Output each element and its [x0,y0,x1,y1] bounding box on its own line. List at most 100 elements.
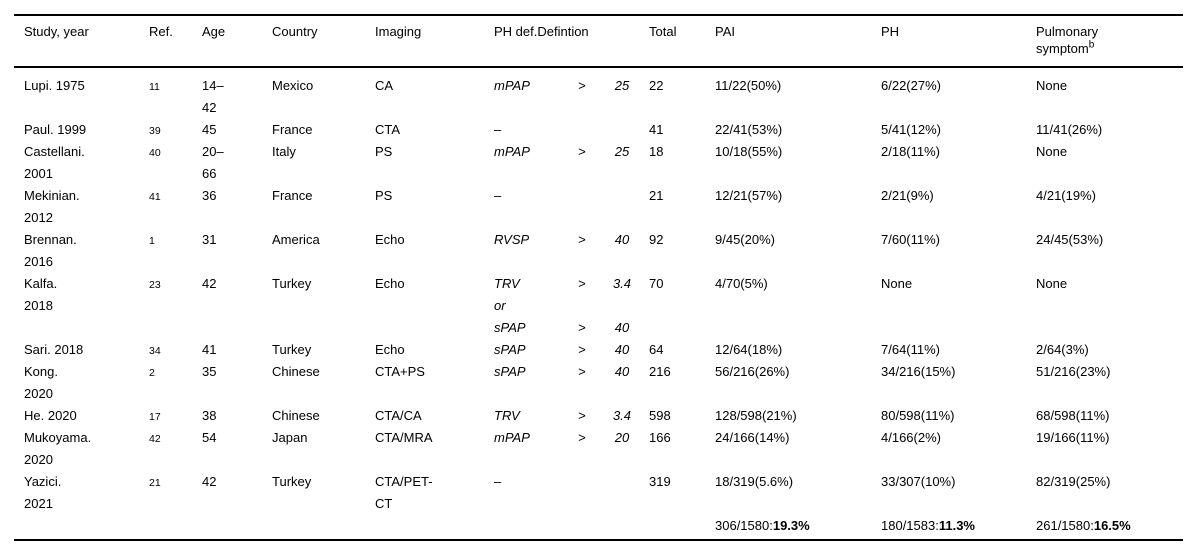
cell-ref: 23 [149,273,202,339]
cell-study: Lupi. 1975 [14,67,149,119]
cell-line: 82/319(25%) [1036,474,1111,489]
col-header-ph-definition: PH def.Defintion [494,15,649,68]
cell-line: 7/60(11%) [881,232,941,247]
cell-pai: 4/70(5%) [715,273,881,339]
table-row: He. 2020 17 38 Chinese CTA/CA TRV >3.4 598 128/5… [14,405,1183,427]
cell-imaging: PS [375,185,494,229]
def-line: or [494,298,506,313]
table-header: Study, year Ref. Age Country Imaging PH … [14,15,1183,68]
cell-imaging: Echo [375,339,494,361]
cell-country: Turkey [272,273,375,339]
cell-line: Chinese [272,364,320,379]
def-line: – [494,188,502,203]
table-row: Lupi. 1975 11 14– 42 Mexico CA mPAP >25 22 11/22(… [14,67,1183,119]
cell-country-empty [272,515,375,540]
def-line: mPAP >25 [494,141,636,163]
cell-ref: 2 [149,361,202,405]
cell-line: Japan [272,430,308,445]
cell-line: CTA+PS [375,364,425,379]
def-term: TRV [494,276,520,291]
cell-imaging: CTA/MRA [375,427,494,471]
cell-line: 31 [202,232,217,247]
cell-pai: 11/22(50%) [715,67,881,119]
cell-symptom: 4/21(19%) [1036,185,1183,229]
cell-line: Echo [375,276,405,291]
def-line: sPAP >40 [494,317,636,339]
cell-line: 41 [649,122,664,137]
cell-pai: 18/319(5.6%) [715,471,881,515]
cell-ref: 39 [149,119,202,141]
ref-superscript: 11 [149,81,160,93]
cell-age: 14– 42 [202,67,272,119]
ref-superscript: 23 [149,279,161,291]
cell-line: 42 [202,100,217,115]
cell-ph-definition: – [494,185,649,229]
cell-line: Echo [375,232,405,247]
def-value: 20 [614,430,630,445]
cell-ph-definition: mPAP >20 [494,427,649,471]
cell-line: 56/216(26%) [715,364,790,379]
cell-ref: 42 [149,427,202,471]
cell-line: 33/307(10%) [881,474,956,489]
cell-line: America [272,232,320,247]
cell-ref: 41 [149,185,202,229]
cell-line: 6/22(27%) [881,78,941,93]
col-header-age: Age [202,15,272,68]
def-term: mPAP [494,144,530,159]
cell-line: 45 [202,122,217,137]
def-value: 40 [614,364,630,379]
cell-symptom: None [1036,273,1183,339]
pulmonary-symptom-line1: Pulmonary [1036,24,1099,39]
table-row: Sari. 2018 34 41 Turkey Echo sPAP >40 64 12/64(1… [14,339,1183,361]
cell-line: Echo [375,342,405,357]
cell-line: Paul. 1999 [24,122,87,137]
cell-line: 10/18(55%) [715,144,783,159]
def-term: TRV [494,408,520,423]
cell-country: Mexico [272,67,375,119]
cell-age: 31 [202,229,272,273]
cell-total: 216 [649,361,715,405]
cell-line: 216 [649,364,671,379]
cell-ph: 7/60(11%) [881,229,1036,273]
cell-line: 68/598(11%) [1036,408,1110,423]
cell-age: 42 [202,471,272,515]
cell-ph-definition: – [494,119,649,141]
def-line: TRV >3.4 [494,405,636,427]
cell-line: CTA [375,122,401,137]
cell-ph-definition: TRV >3.4 [494,405,649,427]
cell-ph: None [881,273,1036,339]
cell-line: Brennan. [24,232,77,247]
cell-ph: 7/64(11%) [881,339,1036,361]
cell-ph-definition: mPAP >25 [494,67,649,119]
cell-pai: 128/598(21%) [715,405,881,427]
cell-ph-definition: – [494,471,649,515]
ref-superscript: 21 [149,477,161,489]
cell-age: 45 [202,119,272,141]
cell-ph: 2/21(9%) [881,185,1036,229]
cell-study: Yazici. 2021 [14,471,149,515]
totals-row: 306/1580:19.3% 180/1583:11.3% 261/1580:16.… [14,515,1183,540]
cell-ref: 17 [149,405,202,427]
cell-line: 2016 [24,254,53,269]
cell-age: 38 [202,405,272,427]
def-operator: > [578,364,586,379]
def-term: RVSP [494,232,530,247]
cell-study: Castellani. 2001 [14,141,149,185]
cell-ph-definition-empty [494,515,649,540]
total-ph-fraction: 180/1583: [881,518,939,533]
cell-line: 2020 [24,386,53,401]
cell-ref-empty [149,515,202,540]
cell-line: 2/64(3%) [1036,342,1089,357]
cell-symptom: None [1036,141,1183,185]
def-operator: > [578,430,586,445]
cell-symptom: 68/598(11%) [1036,405,1183,427]
cell-line: 2/21(9%) [881,188,934,203]
cell-symptom: None [1036,67,1183,119]
cell-pai: 22/41(53%) [715,119,881,141]
cell-line: CT [375,496,393,511]
col-header-study: Study, year [14,15,149,68]
cell-line: Chinese [272,408,320,423]
def-value: 3.4 [612,276,632,291]
table-row: Brennan. 2016 1 31 America Echo RVSP >40 92 9/45(… [14,229,1183,273]
ref-superscript: 34 [149,345,161,357]
